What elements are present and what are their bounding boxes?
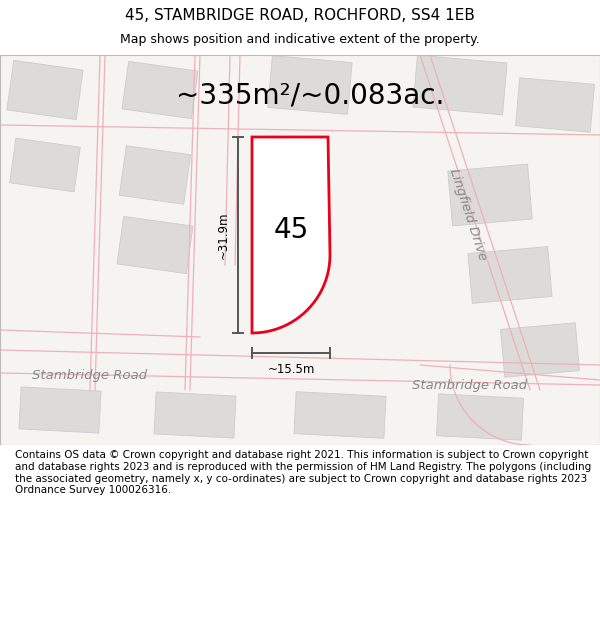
Bar (117, 216, 193, 274)
Bar (19, 387, 101, 433)
Bar (413, 55, 507, 115)
Text: 45, STAMBRIDGE ROAD, ROCHFORD, SS4 1EB: 45, STAMBRIDGE ROAD, ROCHFORD, SS4 1EB (125, 8, 475, 23)
Bar (10, 138, 80, 192)
Bar (500, 323, 580, 377)
Text: Stambridge Road: Stambridge Road (412, 379, 527, 391)
Text: ~15.5m: ~15.5m (268, 363, 314, 376)
Bar (122, 61, 198, 119)
Bar (448, 164, 532, 226)
Bar (468, 247, 552, 303)
Text: Map shows position and indicative extent of the property.: Map shows position and indicative extent… (120, 33, 480, 46)
Bar (268, 56, 352, 114)
Text: Contains OS data © Crown copyright and database right 2021. This information is : Contains OS data © Crown copyright and d… (15, 451, 591, 495)
Text: Lingfield Drive: Lingfield Drive (447, 168, 489, 262)
Bar (515, 78, 595, 132)
Bar (119, 146, 191, 204)
Text: 45: 45 (274, 216, 308, 244)
Text: Stambridge Road: Stambridge Road (32, 369, 148, 381)
Bar (154, 392, 236, 438)
Text: ~335m²/~0.083ac.: ~335m²/~0.083ac. (176, 81, 444, 109)
Text: ~31.9m: ~31.9m (217, 211, 230, 259)
Bar (7, 61, 83, 119)
Bar (294, 392, 386, 438)
Bar (436, 394, 524, 440)
Polygon shape (252, 137, 330, 333)
